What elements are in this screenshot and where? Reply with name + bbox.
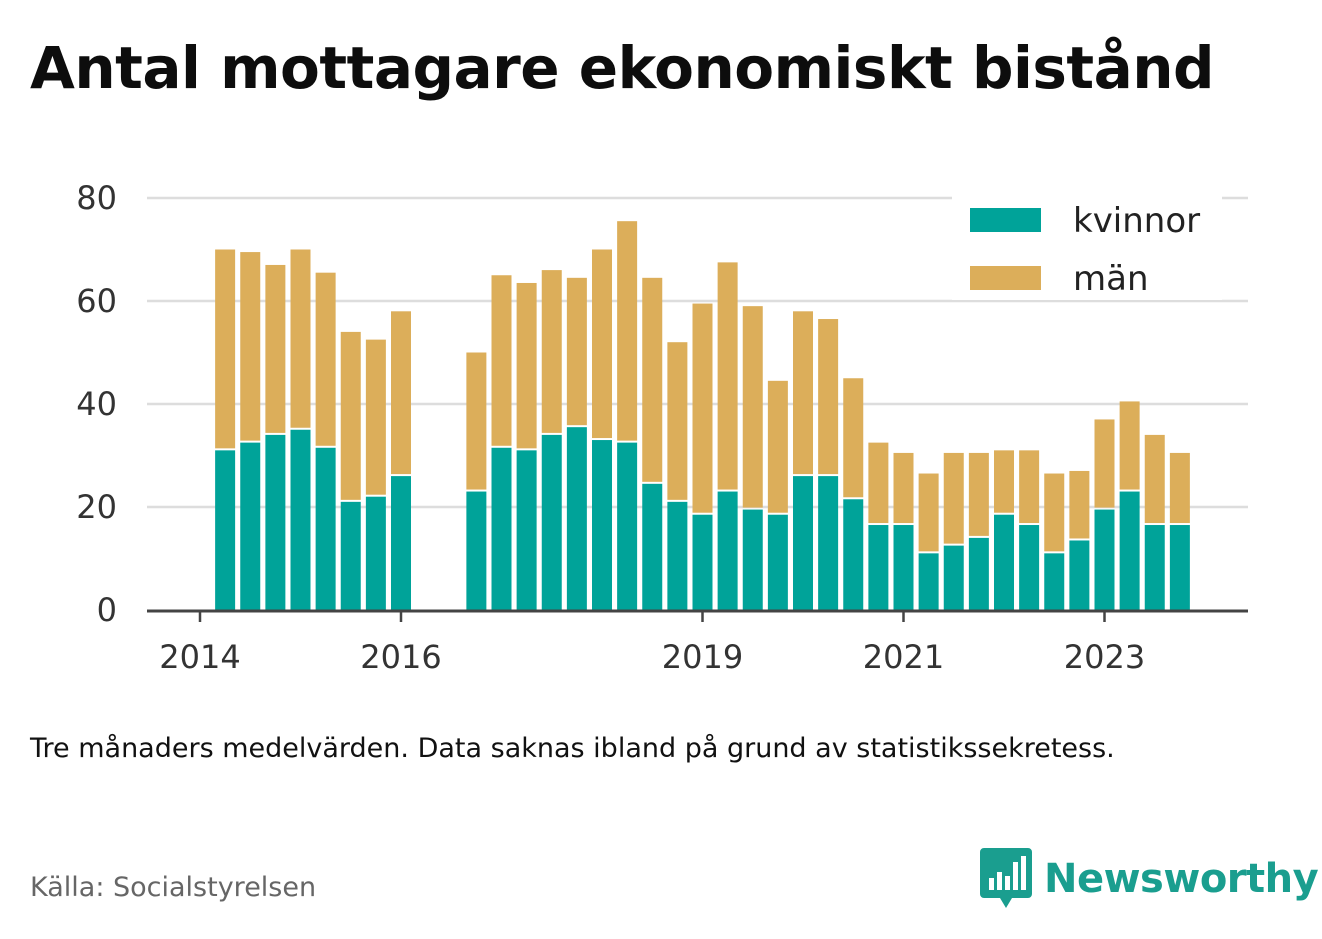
bar-kvinnor bbox=[340, 501, 361, 610]
chart-title: Antal mottagare ekonomiskt bistånd bbox=[30, 34, 1215, 102]
bar-man bbox=[994, 450, 1014, 513]
bar-kvinnor bbox=[391, 476, 411, 610]
y-tick-label: 40 bbox=[76, 385, 117, 423]
bar-man bbox=[943, 452, 964, 544]
bar-man bbox=[918, 473, 939, 552]
bar-man bbox=[868, 442, 889, 524]
chart-note: Tre månaders medelvärden. Data saknas ib… bbox=[30, 733, 1115, 764]
bar-man bbox=[365, 339, 386, 495]
bar-man bbox=[240, 252, 261, 441]
y-axis-labels: 0 20 40 60 80 bbox=[76, 179, 117, 629]
legend: kvinnor män bbox=[952, 192, 1222, 300]
bar-man bbox=[667, 342, 688, 500]
bar-kvinnor bbox=[290, 429, 311, 610]
bar-kvinnor bbox=[617, 442, 638, 610]
bar-man bbox=[1094, 419, 1115, 508]
x-tick-label: 2019 bbox=[662, 638, 743, 676]
bar-kvinnor bbox=[717, 491, 738, 610]
bar-kvinnor bbox=[265, 434, 286, 610]
bar-man bbox=[391, 311, 411, 475]
bar-man bbox=[340, 331, 361, 500]
bar-kvinnor bbox=[516, 450, 537, 610]
y-tick-label: 60 bbox=[76, 282, 117, 320]
bar-kvinnor bbox=[868, 525, 889, 610]
bar-man bbox=[541, 270, 562, 433]
newsworthy-brand[interactable]: Newsworthy bbox=[980, 848, 1319, 910]
bar-kvinnor bbox=[843, 499, 864, 610]
bar-kvinnor bbox=[943, 545, 964, 610]
newsworthy-logo-icon bbox=[980, 848, 1032, 908]
bar-man bbox=[793, 311, 813, 475]
bar-kvinnor bbox=[893, 525, 914, 610]
bar-man bbox=[1144, 434, 1165, 524]
bar-man bbox=[642, 277, 663, 482]
bar-man bbox=[1119, 401, 1140, 490]
bar-kvinnor bbox=[692, 514, 713, 610]
y-tick-label: 20 bbox=[76, 488, 117, 526]
bar-man bbox=[290, 249, 311, 428]
bar-man bbox=[692, 303, 713, 513]
bar-kvinnor bbox=[642, 483, 663, 610]
bar-kvinnor bbox=[742, 509, 763, 610]
bar-kvinnor bbox=[566, 427, 587, 610]
legend-swatch-man bbox=[970, 266, 1041, 290]
bar-man bbox=[516, 282, 537, 449]
legend-label-kvinnor: kvinnor bbox=[1073, 201, 1200, 241]
bar-man bbox=[1044, 473, 1065, 552]
bar-man bbox=[717, 262, 738, 490]
x-tick-label: 2014 bbox=[159, 638, 240, 676]
bar-man bbox=[592, 249, 612, 439]
x-axis-ticks: 2014 2016 2019 2021 2023 bbox=[159, 612, 1145, 676]
legend-swatch-kvinnor bbox=[970, 208, 1041, 232]
bar-man bbox=[893, 452, 914, 524]
bar-kvinnor bbox=[994, 514, 1014, 610]
bar-man bbox=[466, 352, 487, 490]
bar-kvinnor bbox=[1144, 525, 1165, 610]
bar-man bbox=[315, 272, 336, 446]
bar-kvinnor bbox=[818, 476, 839, 610]
bar-kvinnor bbox=[315, 447, 336, 610]
x-tick-label: 2016 bbox=[360, 638, 441, 676]
bar-kvinnor bbox=[1044, 553, 1065, 610]
x-tick-label: 2023 bbox=[1064, 638, 1145, 676]
y-tick-label: 80 bbox=[76, 179, 117, 217]
bar-man bbox=[265, 264, 286, 433]
bar-kvinnor bbox=[1094, 509, 1115, 610]
bar-kvinnor bbox=[365, 496, 386, 610]
bar-man bbox=[818, 319, 839, 475]
y-tick-label: 0 bbox=[97, 591, 117, 629]
bar-kvinnor bbox=[918, 553, 939, 610]
bar-man bbox=[1019, 450, 1040, 524]
bar-man bbox=[843, 378, 864, 498]
bar-man bbox=[1169, 452, 1190, 524]
bar-man bbox=[767, 380, 788, 513]
bar-man bbox=[491, 275, 512, 446]
bar-man bbox=[215, 249, 236, 449]
x-tick-label: 2021 bbox=[863, 638, 944, 676]
bar-kvinnor bbox=[491, 447, 512, 610]
bar-kvinnor bbox=[592, 440, 612, 610]
bar-man bbox=[1069, 470, 1090, 539]
bar-kvinnor bbox=[541, 434, 562, 610]
bar-kvinnor bbox=[767, 514, 788, 610]
bar-kvinnor bbox=[968, 537, 989, 610]
bar-kvinnor bbox=[1069, 540, 1090, 610]
bar-man bbox=[566, 277, 587, 426]
bar-kvinnor bbox=[240, 442, 261, 610]
bar-chart: 0 20 40 60 80 2014 2016 2019 2021 2023 kvinnor m… bbox=[76, 179, 1248, 676]
bars bbox=[215, 221, 1190, 610]
bar-man bbox=[742, 306, 763, 508]
bar-man bbox=[617, 221, 638, 441]
bar-kvinnor bbox=[1119, 491, 1140, 610]
brand-name: Newsworthy bbox=[1044, 856, 1319, 902]
bar-kvinnor bbox=[793, 476, 813, 610]
source-text: Källa: Socialstyrelsen bbox=[30, 872, 317, 903]
legend-label-man: män bbox=[1073, 259, 1149, 299]
bar-kvinnor bbox=[1169, 525, 1190, 610]
bar-kvinnor bbox=[215, 450, 236, 610]
bar-kvinnor bbox=[466, 491, 487, 610]
bar-kvinnor bbox=[667, 501, 688, 610]
bar-man bbox=[968, 452, 989, 536]
bar-kvinnor bbox=[1019, 525, 1040, 610]
